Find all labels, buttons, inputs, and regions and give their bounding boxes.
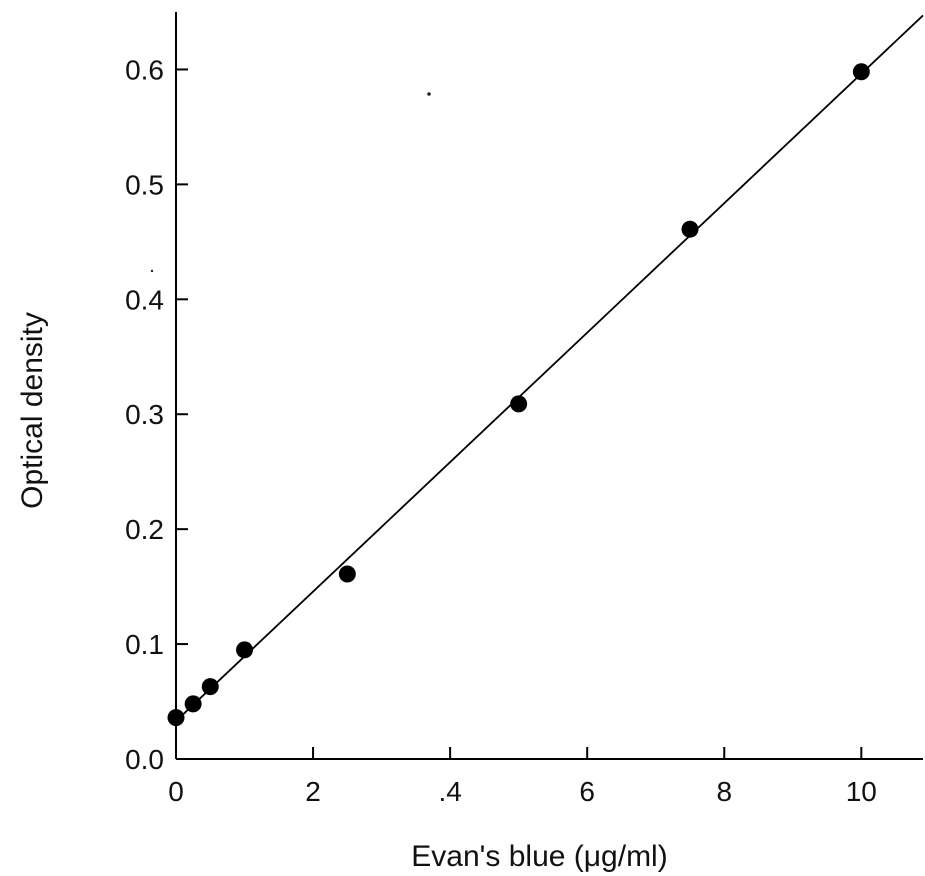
ticks: 0 2 .4 6 8 10 0.0 0.1 0.2 0.3 0.4 0.5 0.6: [125, 54, 877, 807]
data-point: [510, 395, 528, 413]
y-tick-label: 0.6: [125, 54, 164, 85]
y-axis-title: Optical density: [16, 312, 49, 509]
data-point: [167, 709, 185, 727]
scan-speck: [150, 269, 154, 273]
fit-line: [175, 14, 924, 722]
y-tick-label: 0.5: [125, 169, 164, 200]
x-tick-label: 10: [846, 776, 877, 807]
data-point: [338, 565, 356, 583]
y-tick-label: 0.0: [125, 744, 164, 775]
fit-line-group: [175, 14, 924, 722]
y-tick-label: 0.4: [125, 284, 164, 315]
y-tick-label: 0.1: [125, 629, 164, 660]
data-point: [681, 220, 699, 238]
data-point: [184, 695, 202, 713]
data-point: [201, 678, 219, 696]
scan-speck: [427, 92, 431, 96]
data-points: [167, 63, 870, 727]
x-axis-title: Evan's blue (μg/ml): [411, 840, 667, 873]
x-tick-label: .4: [438, 776, 461, 807]
x-tick-label: 8: [716, 776, 732, 807]
data-point: [852, 63, 870, 81]
x-tick-label: 0: [168, 776, 184, 807]
scan-specks: [150, 92, 431, 273]
axes: [175, 12, 923, 760]
x-tick-label: 2: [305, 776, 321, 807]
x-tick-label: 6: [579, 776, 595, 807]
y-tick-label: 0.3: [125, 399, 164, 430]
data-point: [236, 641, 254, 659]
y-tick-label: 0.2: [125, 514, 164, 545]
